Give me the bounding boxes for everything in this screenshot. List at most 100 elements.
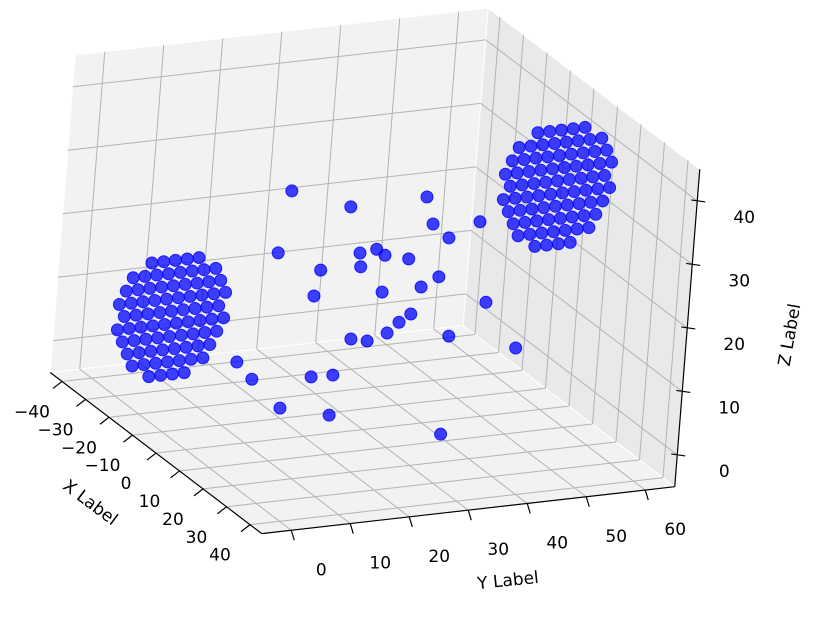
point — [442, 329, 456, 343]
point — [307, 289, 321, 303]
point — [574, 171, 588, 185]
point — [593, 157, 607, 171]
grid-line — [57, 229, 471, 278]
x-tick-label: 10 — [139, 492, 161, 512]
point — [161, 355, 174, 369]
point — [198, 326, 212, 340]
point — [271, 246, 285, 260]
point — [146, 319, 160, 333]
point — [571, 134, 585, 148]
point — [205, 312, 219, 326]
grid — [52, 11, 698, 531]
y-tick — [290, 530, 295, 541]
point — [200, 300, 214, 314]
point — [563, 235, 577, 249]
point — [171, 291, 185, 305]
y-tick-label: 0 — [316, 560, 327, 580]
point — [432, 270, 446, 284]
x-tick-label: −10 — [85, 456, 121, 476]
z-tick — [681, 326, 696, 330]
point — [174, 328, 188, 342]
point — [595, 131, 609, 145]
point — [209, 261, 223, 275]
point — [598, 169, 612, 183]
z-tick — [691, 199, 706, 203]
point — [512, 140, 526, 154]
z-tick — [671, 453, 686, 457]
y-tick — [467, 509, 472, 521]
grid-line — [197, 355, 410, 518]
point — [153, 305, 167, 319]
point — [536, 138, 550, 152]
point — [167, 342, 181, 356]
point — [167, 279, 180, 293]
point — [131, 283, 145, 297]
point — [181, 315, 195, 329]
y-axis-label: Y Label — [475, 568, 539, 594]
point — [591, 182, 605, 196]
point — [126, 271, 140, 285]
point — [353, 246, 367, 260]
point — [420, 190, 434, 204]
point — [569, 159, 583, 173]
point — [515, 178, 529, 192]
x-tick-label: 40 — [209, 546, 231, 566]
point — [555, 186, 569, 200]
point — [501, 205, 515, 219]
x-tick — [170, 470, 180, 479]
point — [524, 139, 538, 153]
y-tick-label: 40 — [546, 533, 568, 553]
y-tick — [349, 523, 354, 534]
point — [162, 267, 176, 281]
y-tick — [585, 496, 590, 507]
point — [442, 231, 456, 245]
point — [525, 202, 539, 216]
point — [542, 213, 556, 227]
point — [547, 225, 560, 239]
point — [217, 311, 231, 325]
point — [565, 210, 579, 224]
point — [531, 126, 545, 140]
point — [540, 238, 554, 252]
point — [588, 144, 602, 158]
point — [141, 307, 155, 321]
point — [517, 153, 531, 167]
z-axis-label: Z Label — [775, 302, 806, 367]
grid-line — [470, 229, 683, 392]
z-tick — [686, 262, 701, 267]
point — [581, 158, 595, 172]
point — [188, 301, 202, 315]
point — [148, 293, 162, 307]
y-axis-line — [261, 486, 675, 535]
point — [202, 275, 216, 289]
grid-line — [79, 368, 292, 531]
point — [605, 155, 619, 169]
point — [160, 292, 174, 306]
point — [354, 260, 368, 274]
point — [534, 163, 548, 177]
point — [124, 296, 138, 310]
x-tick — [76, 398, 86, 407]
y-tick — [408, 516, 413, 528]
point — [518, 215, 532, 229]
point — [562, 173, 576, 187]
point — [155, 280, 169, 294]
point — [142, 370, 156, 384]
point — [132, 346, 146, 360]
y-tick-label: 50 — [605, 527, 627, 547]
x-tick-label: −40 — [14, 402, 50, 422]
point — [498, 167, 512, 181]
point — [583, 132, 597, 146]
point — [543, 124, 557, 138]
x-tick — [123, 434, 133, 443]
x-tick-label: 20 — [162, 510, 184, 530]
point — [173, 265, 187, 279]
grid-line — [315, 341, 528, 504]
point — [273, 401, 287, 415]
point — [214, 273, 228, 287]
y-tick-label: 20 — [428, 547, 450, 567]
point — [125, 359, 139, 373]
point — [190, 276, 204, 290]
